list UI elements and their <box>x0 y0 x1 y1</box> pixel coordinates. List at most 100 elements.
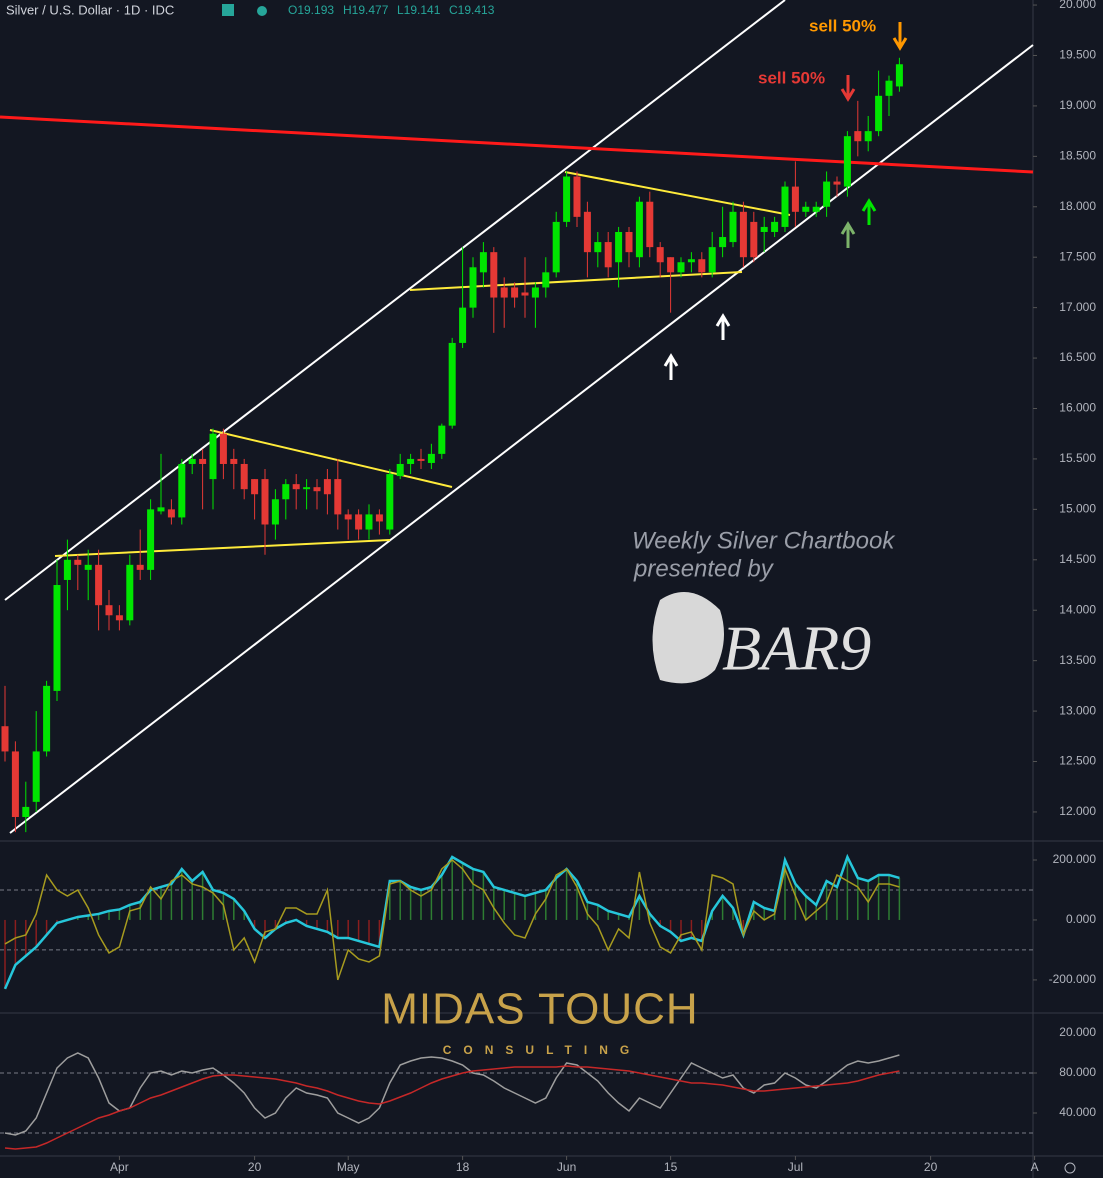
candle-body <box>417 458 425 461</box>
y-tick-label: 18.500 <box>1059 149 1096 163</box>
midas-logo-sub: CONSULTING <box>443 1043 641 1057</box>
y-tick-label: 14.000 <box>1059 602 1096 616</box>
triangle-line <box>409 271 743 291</box>
series-line <box>3 853 900 990</box>
annotation: sell 50% <box>758 68 825 87</box>
candle-body <box>334 479 342 515</box>
x-tick-label: Jun <box>557 1160 576 1174</box>
header-high: H19.477 <box>343 3 389 17</box>
y-tick-label: 40.000 <box>1059 1105 1096 1119</box>
watermark-text: presented by <box>633 555 775 582</box>
candle-body <box>365 514 373 530</box>
series-line <box>4 858 900 981</box>
annotation: sell 50% <box>809 16 876 35</box>
candle-body <box>687 259 695 263</box>
y-tick-label: 15.000 <box>1059 502 1096 516</box>
channel-line <box>4 0 786 601</box>
candle-body <box>396 463 404 477</box>
candle-body <box>126 564 134 621</box>
candle-body <box>812 206 820 212</box>
candle-body <box>760 226 768 232</box>
candle-body <box>615 231 623 263</box>
candle-body <box>323 479 331 495</box>
arrow-up <box>715 313 731 340</box>
candle-body <box>105 605 113 616</box>
triangle-line <box>564 171 791 216</box>
y-tick-label: 18.000 <box>1059 199 1096 213</box>
candle-body <box>261 479 269 525</box>
candle-body <box>344 514 352 520</box>
arrow-up <box>861 198 877 225</box>
candle-body <box>427 453 435 463</box>
candle-body <box>136 564 144 570</box>
candle-body <box>167 509 175 518</box>
header-title: Silver / U.S. Dollar · 1D · IDC <box>6 2 174 17</box>
candle-body <box>230 458 238 464</box>
x-tick-label: 15 <box>664 1160 678 1174</box>
candle-body <box>84 564 92 570</box>
candle-body <box>791 186 799 212</box>
candle-body <box>303 487 311 490</box>
candle-body <box>625 231 633 253</box>
x-tick-label: Apr <box>110 1160 129 1174</box>
candle-body <box>11 751 19 817</box>
y-tick-label: -200.000 <box>1049 972 1097 986</box>
y-tick-label: 16.000 <box>1059 401 1096 415</box>
candle-body <box>271 499 279 525</box>
y-tick-label: 12.000 <box>1059 804 1096 818</box>
candle-body <box>843 136 851 187</box>
header-open: O19.193 <box>288 3 334 17</box>
candle-body <box>573 176 581 217</box>
candle-body <box>448 342 456 426</box>
y-tick-label: 20.000 <box>1059 0 1096 11</box>
midas-logo: MIDAS TOUCH <box>381 985 698 1034</box>
candle-body <box>542 272 550 288</box>
settings-icon[interactable] <box>1064 1162 1076 1174</box>
candle-body <box>251 479 259 495</box>
candle-body <box>771 221 779 232</box>
candle-body <box>178 463 186 518</box>
series-line <box>4 1065 900 1150</box>
candle-body <box>74 559 82 565</box>
triangle-line <box>209 429 453 488</box>
x-tick-label: Jul <box>788 1160 803 1174</box>
candle-body <box>750 221 758 258</box>
candle-body <box>875 95 883 132</box>
candle-body <box>43 685 51 752</box>
y-tick-label: 19.500 <box>1059 48 1096 62</box>
candle-body <box>292 484 300 490</box>
y-tick-label: 16.500 <box>1059 350 1096 364</box>
candle-body <box>864 131 872 142</box>
candle-body <box>895 64 903 87</box>
candle-body <box>282 484 290 500</box>
candle-body <box>729 211 737 243</box>
triangle-line <box>54 539 391 557</box>
candle-body <box>604 242 612 268</box>
y-tick-label: 12.500 <box>1059 754 1096 768</box>
y-tick-label: 15.500 <box>1059 451 1096 465</box>
header-icon <box>257 6 267 16</box>
candle-body <box>479 252 487 273</box>
candle-body <box>313 487 321 492</box>
candle-body <box>635 201 643 258</box>
arrows <box>663 22 908 380</box>
candle-body <box>438 425 446 454</box>
candle-body <box>823 181 831 207</box>
candle-body <box>708 247 716 273</box>
y-tick-label: 13.000 <box>1059 703 1096 717</box>
watermark-text: Weekly Silver Chartbook <box>632 527 896 554</box>
y-tick-label: 17.500 <box>1059 249 1096 263</box>
x-tick-label: May <box>337 1160 360 1174</box>
candle-body <box>32 751 40 802</box>
candle-body <box>157 507 165 512</box>
candle-body <box>563 176 571 222</box>
header-low: L19.141 <box>397 3 441 17</box>
y-tick-label: 80.000 <box>1059 1065 1096 1079</box>
candle-body <box>656 247 664 263</box>
candle-body <box>199 458 207 464</box>
candle-body <box>63 559 71 580</box>
candle-body <box>667 257 675 273</box>
y-tick-label: 13.500 <box>1059 653 1096 667</box>
